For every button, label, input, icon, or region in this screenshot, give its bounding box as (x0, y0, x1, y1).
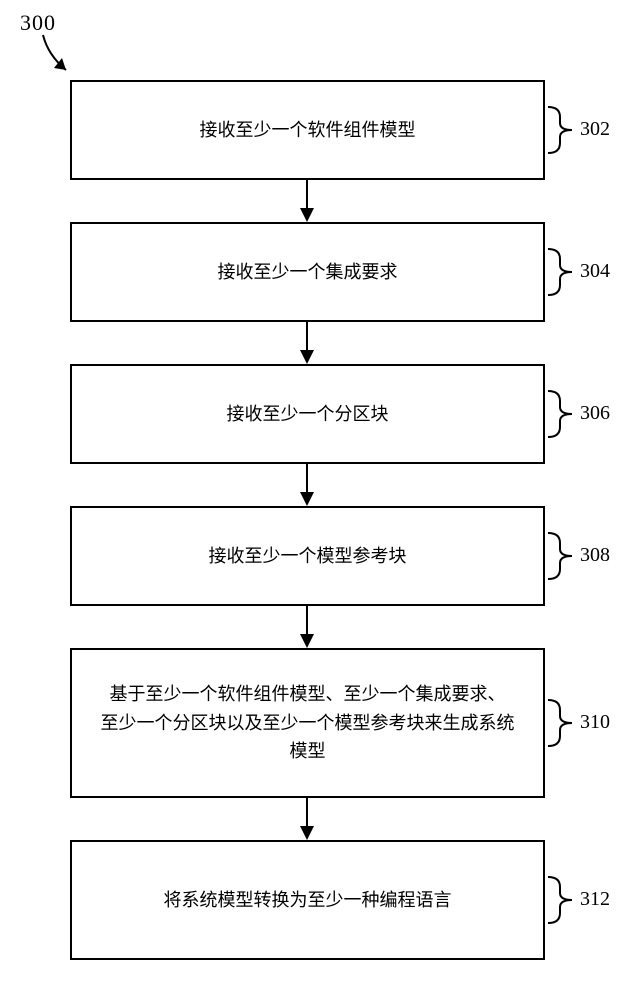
step-text-3: 接收至少一个分区块 (227, 400, 389, 429)
connector-2 (0, 322, 640, 364)
ref-label-3: 306 (580, 402, 610, 425)
connector-3 (0, 464, 640, 506)
ref-brace-3 (546, 389, 576, 439)
step-text-1: 接收至少一个软件组件模型 (200, 116, 416, 145)
flowchart-container: 300 接收至少一个软件组件模型 302 接收至少一个集成要求 304 接收至少… (0, 0, 640, 1000)
connector-4 (0, 606, 640, 648)
ref-label-5: 310 (580, 711, 610, 734)
figure-pointer-arrow (28, 30, 78, 80)
step-box-5: 基于至少一个软件组件模型、至少一个集成要求、 至少一个分区块以及至少一个模型参考… (70, 648, 545, 798)
step-text-6: 将系统模型转换为至少一种编程语言 (164, 886, 452, 915)
step-text-5: 基于至少一个软件组件模型、至少一个集成要求、 至少一个分区块以及至少一个模型参考… (92, 680, 523, 766)
step-box-6: 将系统模型转换为至少一种编程语言 (70, 840, 545, 960)
ref-label-1: 302 (580, 118, 610, 141)
ref-brace-2 (546, 247, 576, 297)
ref-label-2: 304 (580, 260, 610, 283)
step-box-3: 接收至少一个分区块 (70, 364, 545, 464)
step-text-4: 接收至少一个模型参考块 (209, 542, 407, 571)
ref-brace-5 (546, 698, 576, 748)
connector-5 (0, 798, 640, 840)
ref-brace-1 (546, 105, 576, 155)
ref-brace-4 (546, 531, 576, 581)
connector-1 (0, 180, 640, 222)
ref-label-6: 312 (580, 888, 610, 911)
ref-brace-6 (546, 875, 576, 925)
step-text-2: 接收至少一个集成要求 (218, 258, 398, 287)
ref-label-4: 308 (580, 544, 610, 567)
step-box-1: 接收至少一个软件组件模型 (70, 80, 545, 180)
step-box-2: 接收至少一个集成要求 (70, 222, 545, 322)
step-box-4: 接收至少一个模型参考块 (70, 506, 545, 606)
